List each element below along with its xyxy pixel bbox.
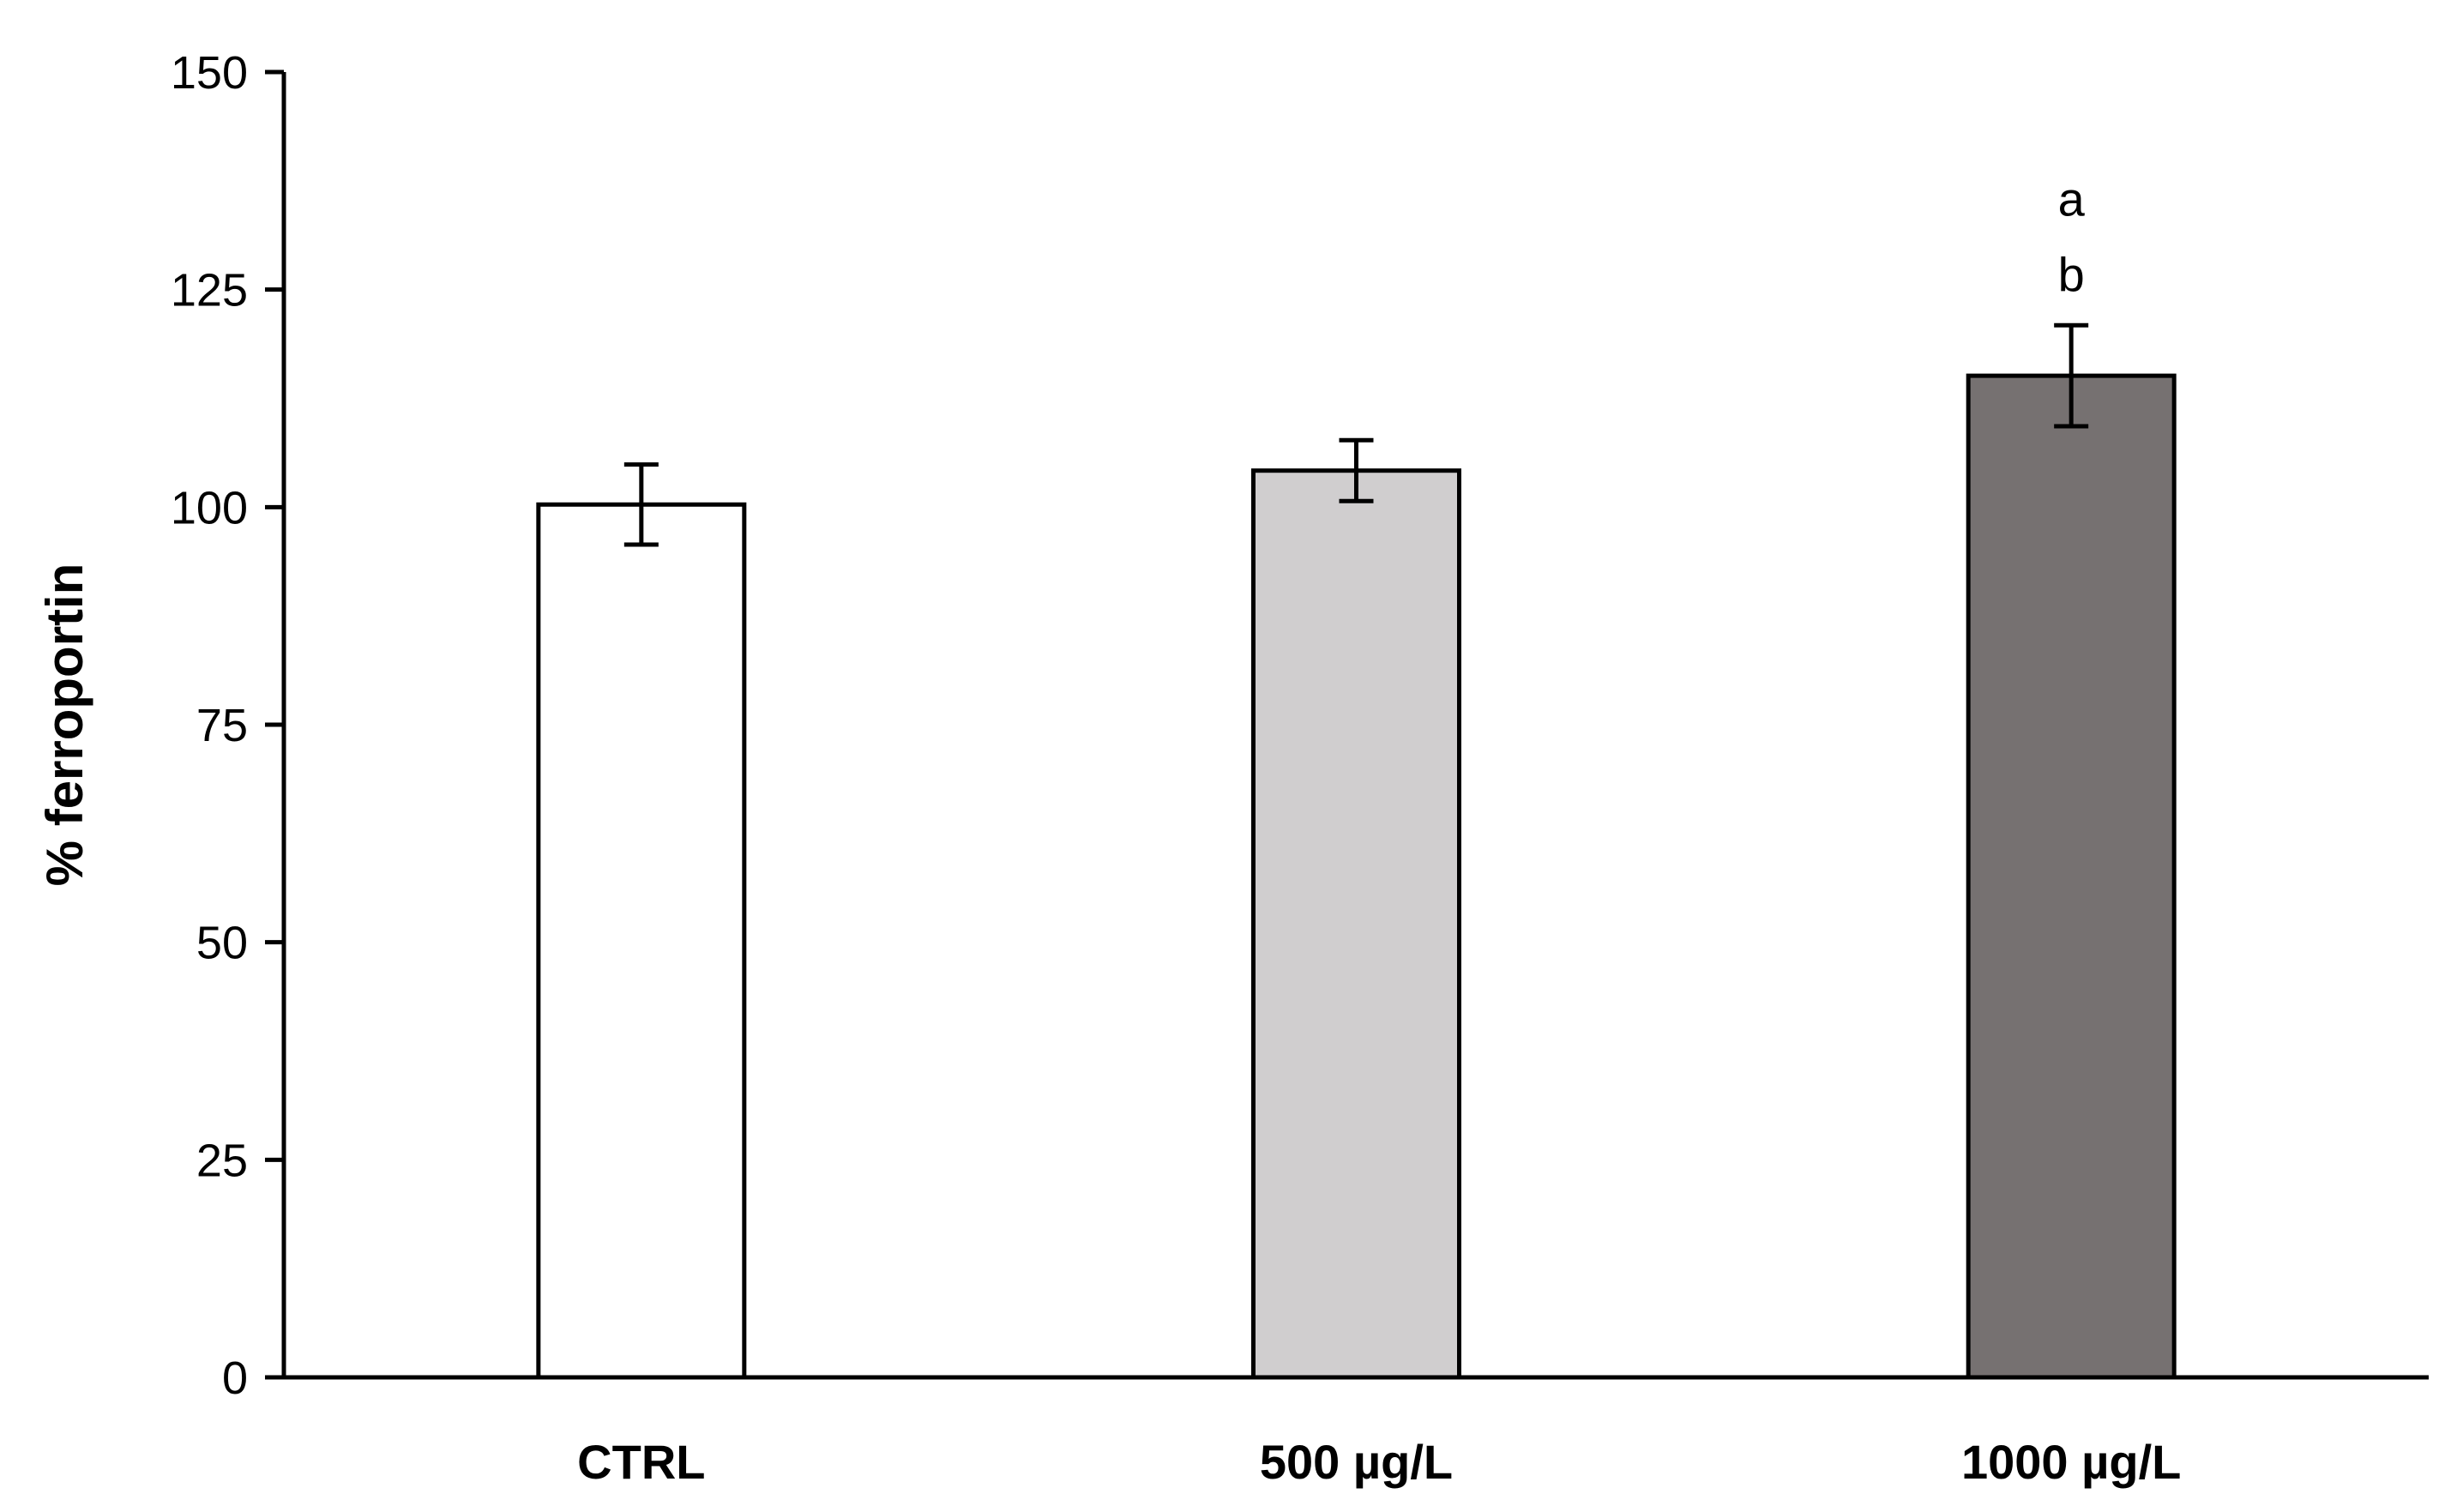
significance-letter: b bbox=[2058, 247, 2085, 301]
bar bbox=[1966, 373, 2177, 1380]
bar bbox=[536, 502, 747, 1380]
x-tick-label: CTRL bbox=[577, 1435, 705, 1489]
y-axis-title: % ferroportin bbox=[36, 563, 93, 887]
annotations: ab bbox=[2058, 172, 2086, 301]
bar bbox=[1251, 468, 1461, 1380]
x-tick-label: 1000 µg/L bbox=[1961, 1435, 2181, 1489]
x-tick-labels: CTRL 500 µg/L 1000 µg/L bbox=[577, 1435, 2181, 1489]
y-tick-label: 125 bbox=[171, 265, 248, 316]
bars bbox=[536, 373, 2177, 1380]
y-tick-label: 0 bbox=[222, 1352, 248, 1404]
y-tick-label: 25 bbox=[196, 1135, 248, 1186]
y-tick-label: 100 bbox=[171, 482, 248, 533]
x-tick-label: 500 µg/L bbox=[1260, 1435, 1453, 1489]
significance-letter: a bbox=[2058, 172, 2086, 226]
y-tick-label: 150 bbox=[171, 47, 248, 99]
y-tick-label: 75 bbox=[196, 700, 248, 751]
error-bars bbox=[623, 322, 2089, 547]
y-tick-label: 50 bbox=[196, 918, 248, 969]
y-ticks: 0 25 50 75 100 125 150 bbox=[171, 47, 284, 1404]
